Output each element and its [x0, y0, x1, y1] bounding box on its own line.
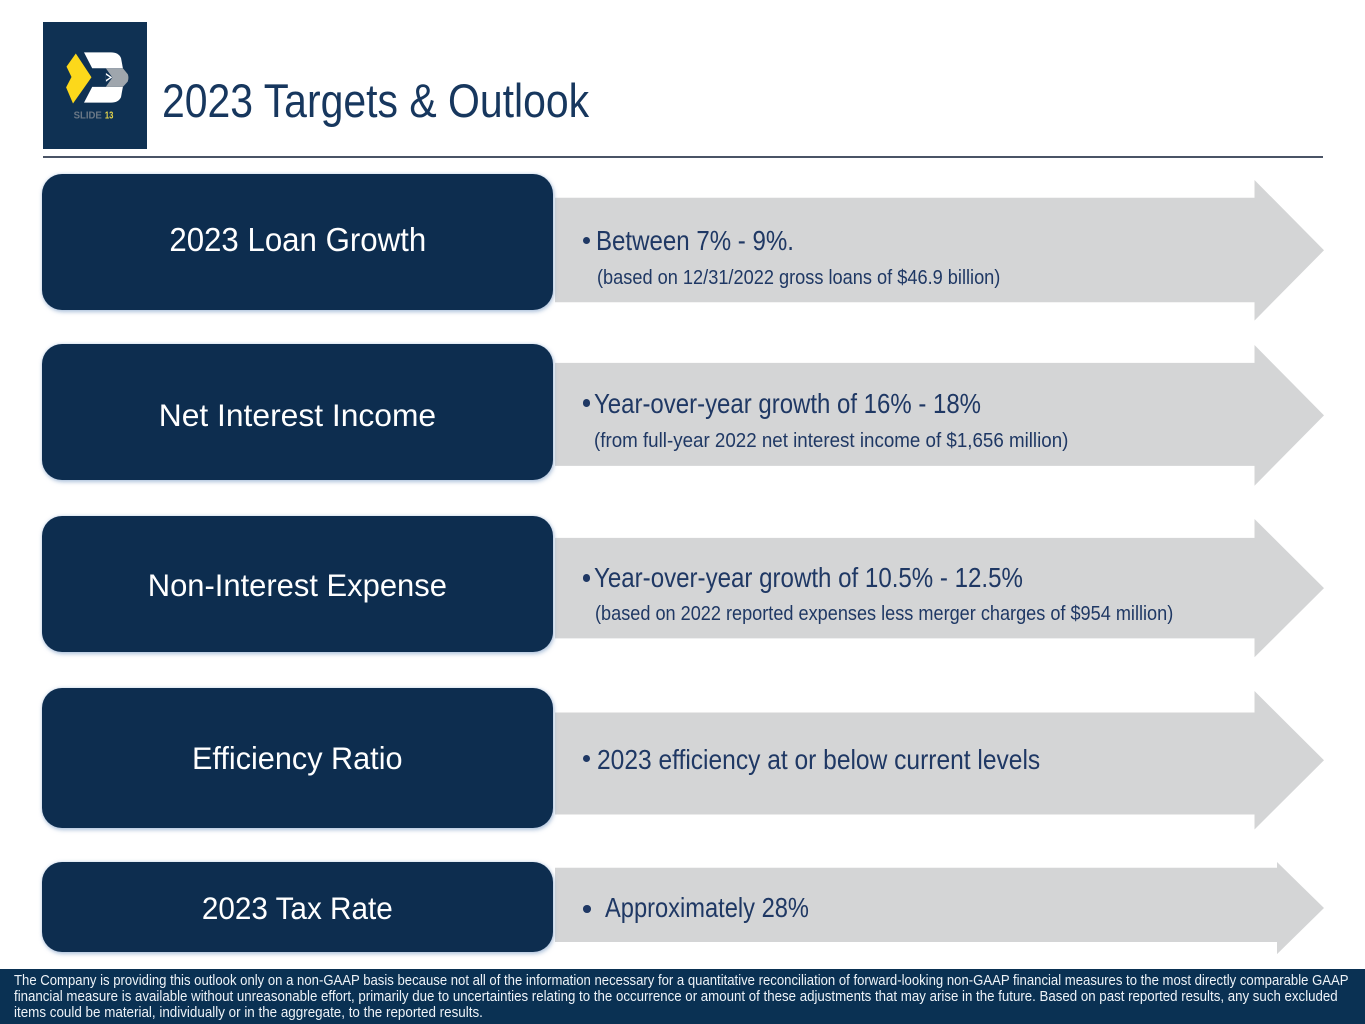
svg-text:SLIDE: SLIDE	[74, 109, 102, 121]
svg-text:13: 13	[105, 109, 114, 121]
